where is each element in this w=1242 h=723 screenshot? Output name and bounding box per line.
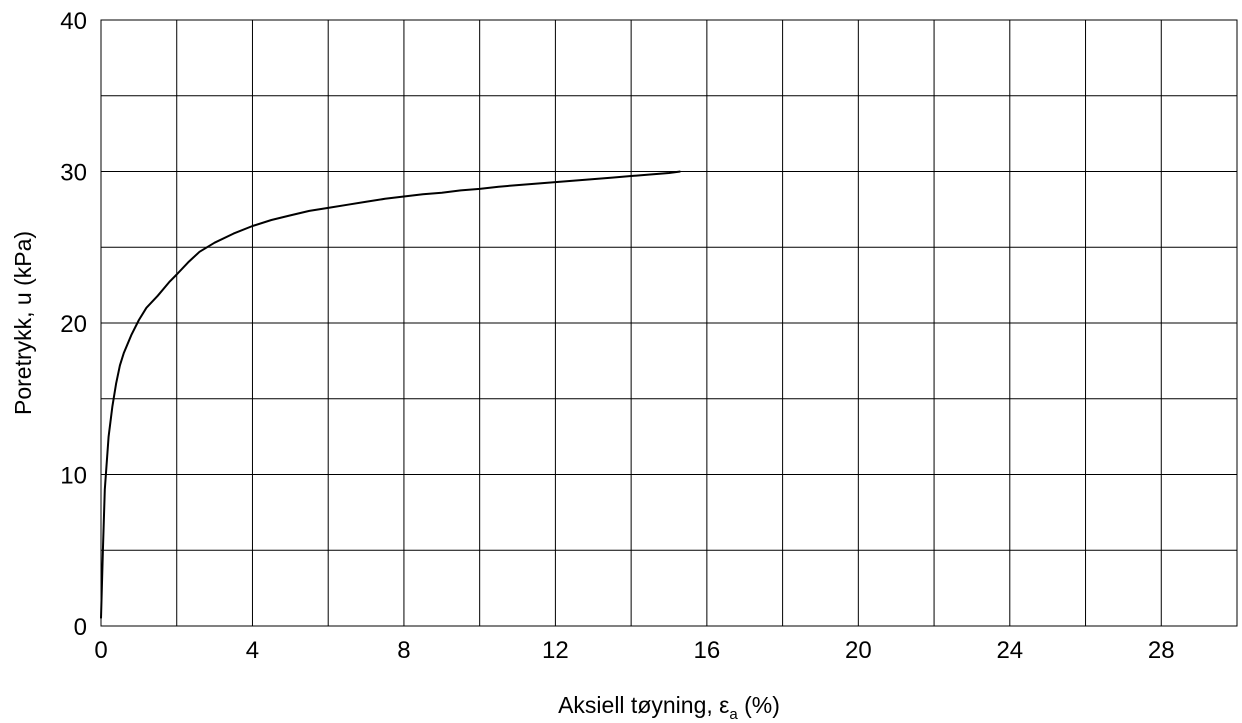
y-tick-label: 30 xyxy=(60,160,87,187)
series-group xyxy=(100,170,681,619)
x-axis-label: Aksiell tøyning, εa (%) xyxy=(558,692,780,723)
y-tick-label: 20 xyxy=(60,311,87,338)
y-axis-ticks: 0 10 20 30 40 xyxy=(60,8,87,641)
y-tick-label: 10 xyxy=(60,463,87,490)
x-tick-label: 28 xyxy=(1148,637,1175,664)
x-tick-label: 16 xyxy=(694,637,721,664)
plot-frame xyxy=(100,19,1238,627)
x-tick-label: 20 xyxy=(845,637,872,664)
x-tick-label: 24 xyxy=(996,637,1023,664)
x-tick-label: 0 xyxy=(94,637,107,664)
y-tick-label: 40 xyxy=(60,8,87,35)
x-tick-label: 4 xyxy=(246,637,259,664)
x-tick-label: 8 xyxy=(397,637,410,664)
y-tick-label: 0 xyxy=(74,614,87,641)
x-axis-ticks: 0 4 8 12 16 20 24 28 xyxy=(94,637,1174,664)
x-tick-label: 12 xyxy=(542,637,569,664)
y-axis-label: Poretrykk, u (kPa) xyxy=(10,231,36,415)
series-line xyxy=(100,170,681,619)
grid xyxy=(101,20,1237,626)
